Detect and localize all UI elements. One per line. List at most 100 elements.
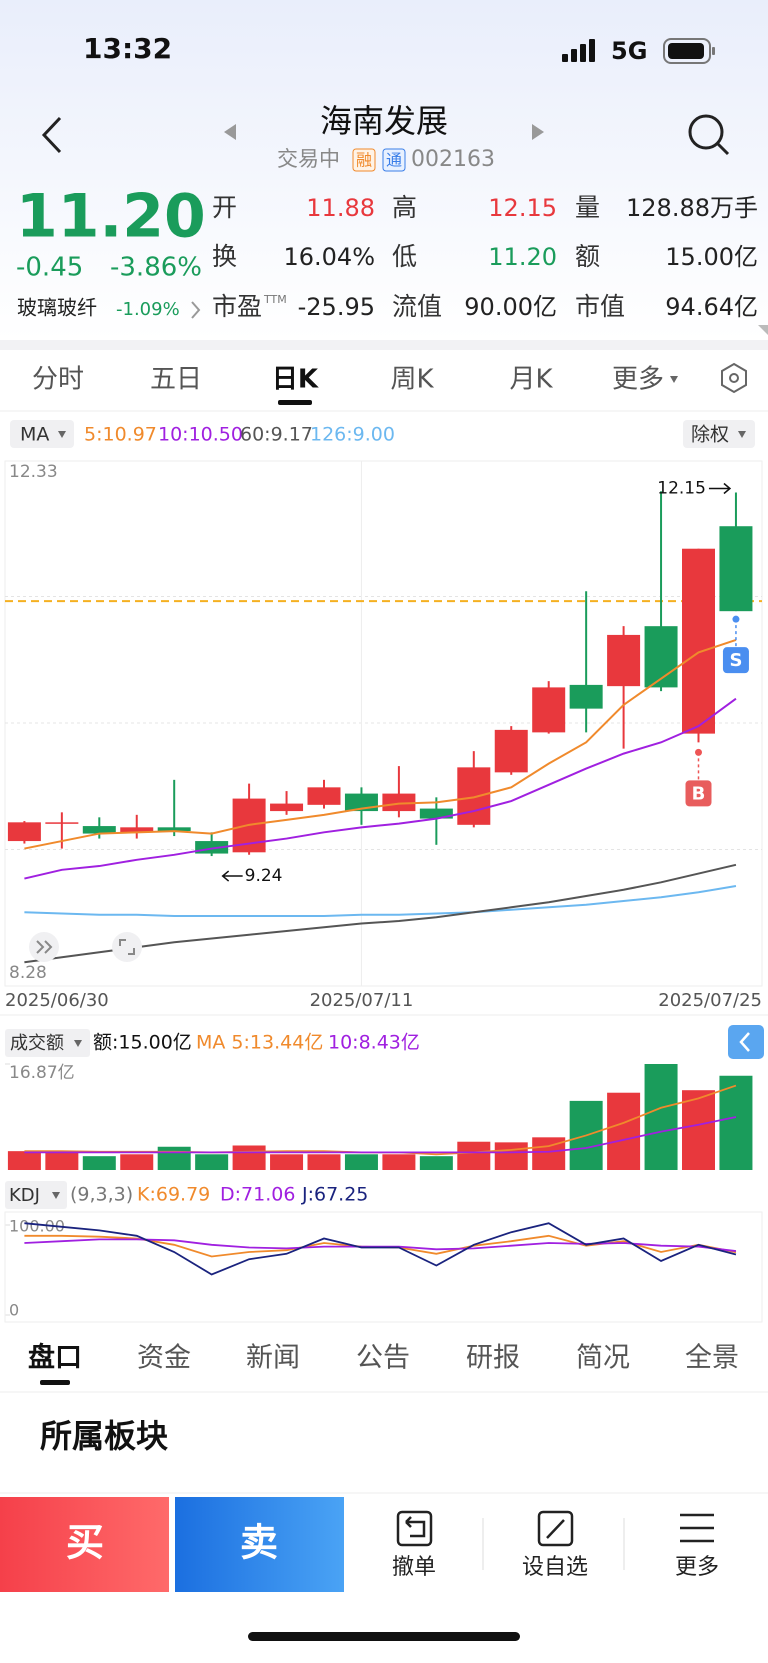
tab-underline (278, 400, 312, 405)
kdj-legend: D:71.06 (220, 1184, 295, 1206)
kdj-chart: K:69.79 D:71.06 J:67.25 0 100.00 (5, 1184, 737, 1320)
sector-arrow (191, 301, 201, 319)
section-title: 所属板块 (40, 1417, 168, 1455)
x-tick-label: 2025/07/11 (310, 990, 414, 1011)
candle-body (45, 822, 79, 824)
ma-button-label: MA (20, 424, 49, 446)
tab[interactable]: 月K (509, 365, 553, 395)
detail-tab[interactable]: 盘口 (28, 1342, 82, 1374)
kdj-frame (4, 1211, 763, 1323)
volume-bar (382, 1154, 416, 1170)
y-tick-label: 16.87亿 (9, 1063, 75, 1083)
kdj-params: (9,3,3) (70, 1184, 133, 1206)
volume-bar (344, 1154, 378, 1170)
sell-label: 卖 (240, 1521, 278, 1565)
high-label: 12.15 (657, 478, 706, 498)
sell-button[interactable] (175, 1497, 344, 1592)
prev-stock[interactable] (224, 124, 236, 140)
ma-button[interactable] (10, 420, 74, 448)
detail-tab[interactable]: 简况 (576, 1343, 630, 1374)
tab[interactable]: 周K (390, 365, 434, 395)
fullscreen-button[interactable] (112, 932, 142, 962)
x-tick-label: 2025/07/25 (658, 990, 762, 1011)
volume-amount: 额:15.00亿 (93, 1032, 192, 1054)
candle-body (382, 793, 416, 812)
divider (0, 340, 768, 350)
collapse-button[interactable] (728, 1025, 764, 1059)
detail-tab[interactable]: 全景 (685, 1343, 739, 1374)
detail-tab[interactable]: 研报 (466, 1343, 520, 1374)
back-button[interactable] (41, 116, 62, 154)
detail-tab[interactable]: 资金 (137, 1343, 191, 1374)
search-button[interactable] (688, 114, 730, 156)
volume-bar (232, 1145, 266, 1170)
ma-line (24, 638, 737, 850)
kdj-button[interactable] (5, 1181, 67, 1209)
volume-button-label: 成交额 (10, 1033, 64, 1054)
action-label[interactable]: 更多 (675, 1555, 719, 1580)
buy-button[interactable] (0, 1497, 169, 1592)
tab[interactable]: 五日 (150, 365, 202, 395)
action-label[interactable]: 撤单 (392, 1555, 436, 1580)
kdj-button-label: KDJ (9, 1185, 40, 1206)
ma-legend-item: 5:10.97 (84, 424, 157, 446)
home-indicator (248, 1632, 520, 1641)
dropdown-arrow (58, 431, 66, 438)
ma-line (24, 885, 737, 918)
candle-body (494, 729, 528, 773)
volume-bar (82, 1156, 116, 1170)
y-tick-label: 100.00 (9, 1217, 65, 1236)
badge-box (352, 148, 376, 172)
candle-body (120, 827, 154, 833)
field-value: 90.00亿 (464, 293, 557, 321)
field-label: 高 (392, 193, 417, 222)
battery-icon (663, 38, 715, 64)
y-axis-label: 12.33 (9, 462, 58, 482)
volume-bar (682, 1090, 715, 1170)
chart-tools (29, 932, 142, 962)
field-label: 量 (575, 193, 600, 222)
detail-tab[interactable]: 新闻 (246, 1343, 300, 1374)
buy-dot (695, 748, 702, 756)
volume-bar (644, 1064, 678, 1170)
volume-bar (457, 1141, 491, 1170)
volume-bar (719, 1075, 753, 1170)
candle-body (307, 787, 341, 805)
price-chart: 12.33 8.28 2025/06/30 2025/07/11 2025/07/25 1… (5, 461, 762, 1011)
volume-bar (419, 1156, 453, 1170)
adjust-button[interactable] (683, 420, 755, 448)
next-stock[interactable] (532, 124, 544, 140)
tab[interactable]: 更多 (612, 365, 664, 395)
collapse-icon (739, 1032, 750, 1052)
candle-body (682, 548, 715, 734)
candle-body (457, 767, 491, 825)
action-label[interactable]: 设自选 (522, 1555, 588, 1580)
tab[interactable]: 日K (272, 365, 319, 395)
candle-body (270, 803, 304, 812)
volume-bar (195, 1154, 229, 1170)
settings-icon-dot (729, 373, 739, 383)
low-arrow (221, 870, 243, 882)
field-label: 低 (392, 242, 417, 271)
badge: 融 (356, 151, 372, 170)
field-value: 15.00亿 (665, 243, 758, 271)
volume-button[interactable] (5, 1029, 90, 1057)
field-value: 16.04% (283, 243, 375, 271)
field-label: 开 (212, 193, 237, 222)
detail-tab[interactable]: 公告 (356, 1343, 410, 1374)
settings-icon[interactable] (721, 362, 747, 394)
tab[interactable]: 分时 (32, 365, 84, 395)
time: 13:32 (83, 32, 172, 65)
volume-bar (120, 1154, 154, 1170)
candle-body (644, 626, 678, 688)
badge: 通 (386, 151, 402, 170)
sector[interactable]: 玻璃玻纤 (17, 296, 97, 320)
volume-bar (157, 1146, 191, 1170)
candle-body (419, 808, 453, 819)
candle-body (569, 684, 603, 709)
dropdown-arrow (670, 376, 678, 383)
candle-body (82, 826, 116, 834)
volume-bar (270, 1154, 304, 1170)
